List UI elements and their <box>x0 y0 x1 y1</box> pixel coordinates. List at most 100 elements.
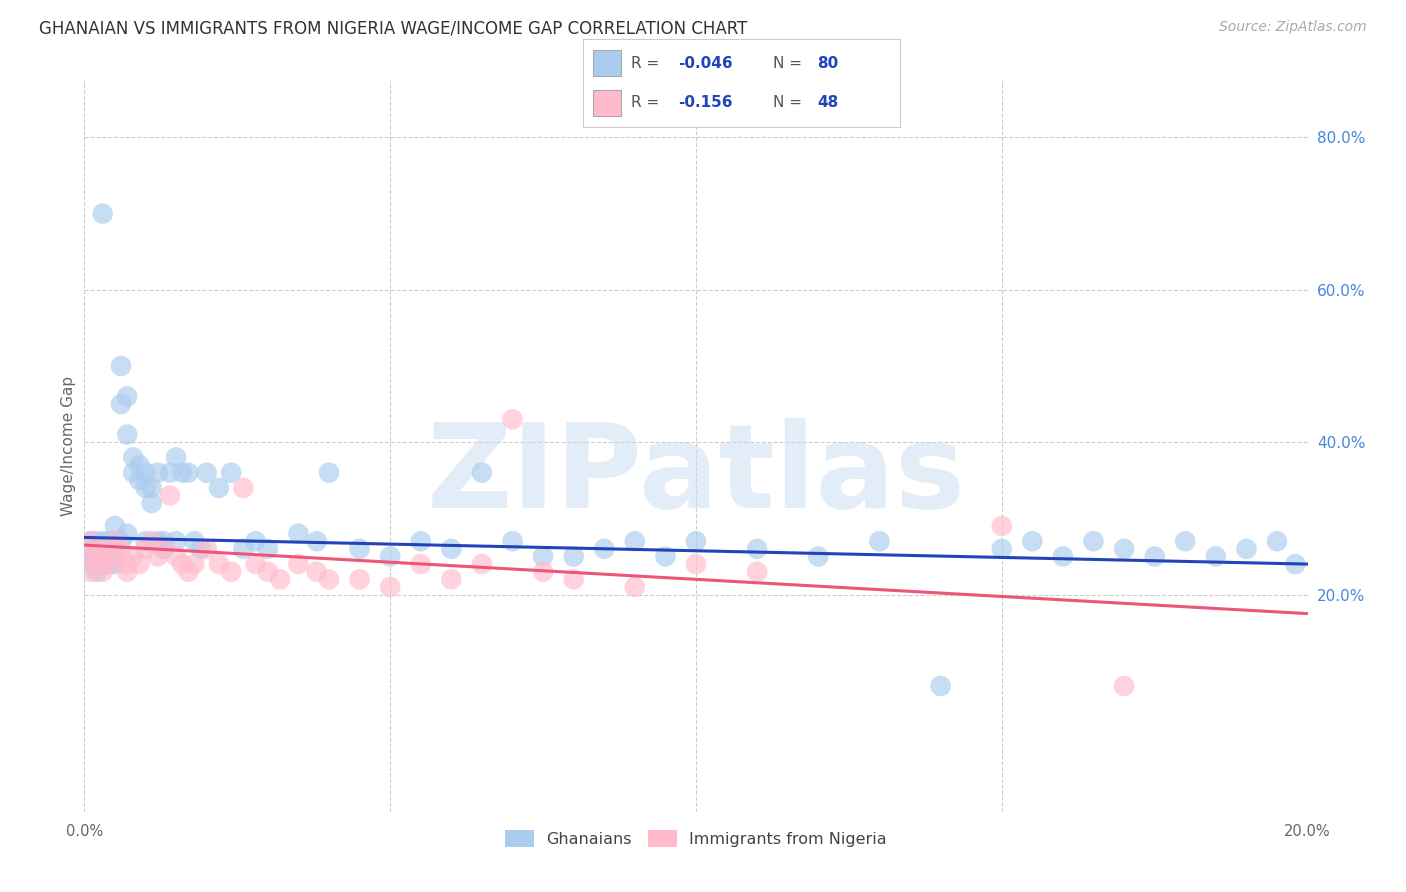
Point <box>440 572 463 586</box>
Point <box>91 541 114 556</box>
Point <box>807 549 830 564</box>
Point <box>172 466 194 480</box>
Point <box>869 534 891 549</box>
Point <box>91 206 114 220</box>
Point <box>79 557 101 571</box>
Text: -0.046: -0.046 <box>678 56 733 70</box>
Point <box>104 534 127 549</box>
Point <box>135 534 157 549</box>
Point <box>172 557 194 571</box>
Text: N =: N = <box>773 95 807 110</box>
Point <box>86 565 108 579</box>
Point <box>91 565 114 579</box>
Text: R =: R = <box>631 95 669 110</box>
Point <box>471 557 494 571</box>
Bar <box>593 50 621 77</box>
Point <box>208 481 231 495</box>
Point <box>502 412 524 426</box>
Point <box>991 541 1014 556</box>
Point <box>79 549 101 564</box>
Point <box>79 534 101 549</box>
Point <box>177 565 200 579</box>
Point <box>1205 549 1227 564</box>
Point <box>135 541 157 556</box>
Point <box>115 427 138 442</box>
Text: ZIPatlas: ZIPatlas <box>426 417 966 533</box>
Point <box>195 466 218 480</box>
Point <box>1114 541 1136 556</box>
Point <box>1236 541 1258 556</box>
Point <box>115 565 138 579</box>
Point <box>747 541 769 556</box>
Point <box>165 549 187 564</box>
Text: R =: R = <box>631 56 664 70</box>
Point <box>146 534 169 549</box>
Point <box>79 534 101 549</box>
Point <box>318 572 340 586</box>
Point <box>128 473 150 487</box>
Point <box>471 466 494 480</box>
Point <box>624 580 647 594</box>
Point <box>153 541 176 556</box>
Point <box>195 541 218 556</box>
Point <box>86 541 108 556</box>
Point <box>97 557 120 571</box>
Point <box>135 466 157 480</box>
Point <box>86 549 108 564</box>
Point <box>128 557 150 571</box>
Point <box>1021 534 1043 549</box>
Point <box>287 526 309 541</box>
Point <box>1143 549 1166 564</box>
Point <box>141 481 163 495</box>
Point <box>409 534 432 549</box>
Point <box>531 549 554 564</box>
Point <box>153 541 176 556</box>
Point <box>929 679 952 693</box>
Point <box>305 565 328 579</box>
Point <box>115 389 138 403</box>
Legend: Ghanaians, Immigrants from Nigeria: Ghanaians, Immigrants from Nigeria <box>496 822 896 855</box>
Point <box>97 541 120 556</box>
Text: 80: 80 <box>818 56 839 70</box>
Point <box>1284 557 1306 571</box>
Point <box>165 534 187 549</box>
Point <box>502 534 524 549</box>
Point <box>86 557 108 571</box>
Point <box>79 565 101 579</box>
Text: GHANAIAN VS IMMIGRANTS FROM NIGERIA WAGE/INCOME GAP CORRELATION CHART: GHANAIAN VS IMMIGRANTS FROM NIGERIA WAGE… <box>39 20 748 37</box>
Point <box>122 450 145 465</box>
Point <box>409 557 432 571</box>
Point <box>115 557 138 571</box>
Point <box>159 466 181 480</box>
Point <box>219 565 242 579</box>
Point <box>183 534 205 549</box>
Point <box>269 572 291 586</box>
Point <box>146 466 169 480</box>
Point <box>1265 534 1288 549</box>
Point <box>190 541 212 556</box>
Point <box>747 565 769 579</box>
Bar <box>593 89 621 116</box>
Point <box>110 397 132 411</box>
Point <box>349 541 371 556</box>
Point <box>104 534 127 549</box>
Point <box>110 541 132 556</box>
Point <box>257 541 280 556</box>
Point <box>287 557 309 571</box>
Point <box>141 496 163 510</box>
Point <box>219 466 242 480</box>
Point <box>122 549 145 564</box>
Y-axis label: Wage/Income Gap: Wage/Income Gap <box>60 376 76 516</box>
Point <box>1174 534 1197 549</box>
Point <box>159 489 181 503</box>
Point <box>624 534 647 549</box>
Point <box>141 534 163 549</box>
Point <box>135 481 157 495</box>
Point <box>232 541 254 556</box>
Point <box>115 526 138 541</box>
Point <box>562 549 585 564</box>
Point <box>104 541 127 556</box>
Point <box>97 549 120 564</box>
Point <box>177 466 200 480</box>
Point <box>104 549 127 564</box>
